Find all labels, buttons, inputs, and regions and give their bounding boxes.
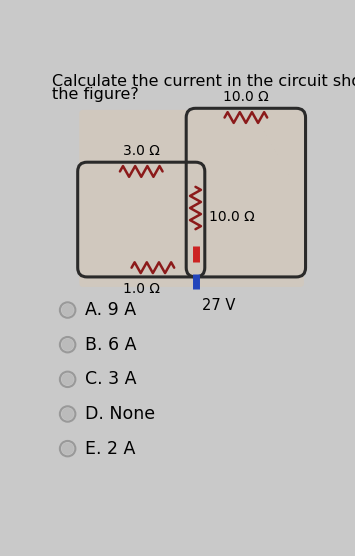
Circle shape bbox=[62, 409, 73, 419]
Text: 10.0 Ω: 10.0 Ω bbox=[223, 90, 269, 103]
Text: C. 3 A: C. 3 A bbox=[85, 370, 136, 388]
Circle shape bbox=[62, 374, 73, 385]
Circle shape bbox=[62, 339, 73, 350]
Text: 1.0 Ω: 1.0 Ω bbox=[123, 281, 160, 296]
FancyBboxPatch shape bbox=[79, 110, 304, 287]
Text: B. 6 A: B. 6 A bbox=[85, 336, 136, 354]
Circle shape bbox=[62, 443, 73, 454]
Text: the figure?: the figure? bbox=[52, 87, 139, 102]
Text: 10.0 Ω: 10.0 Ω bbox=[209, 210, 255, 224]
Text: 27 V: 27 V bbox=[202, 299, 235, 314]
Text: 3.0 Ω: 3.0 Ω bbox=[123, 143, 160, 157]
Text: Calculate the current in the circuit shown in: Calculate the current in the circuit sho… bbox=[52, 75, 355, 90]
Text: E. 2 A: E. 2 A bbox=[85, 440, 135, 458]
Circle shape bbox=[62, 305, 73, 315]
Text: D. None: D. None bbox=[85, 405, 155, 423]
Text: A. 9 A: A. 9 A bbox=[85, 301, 136, 319]
